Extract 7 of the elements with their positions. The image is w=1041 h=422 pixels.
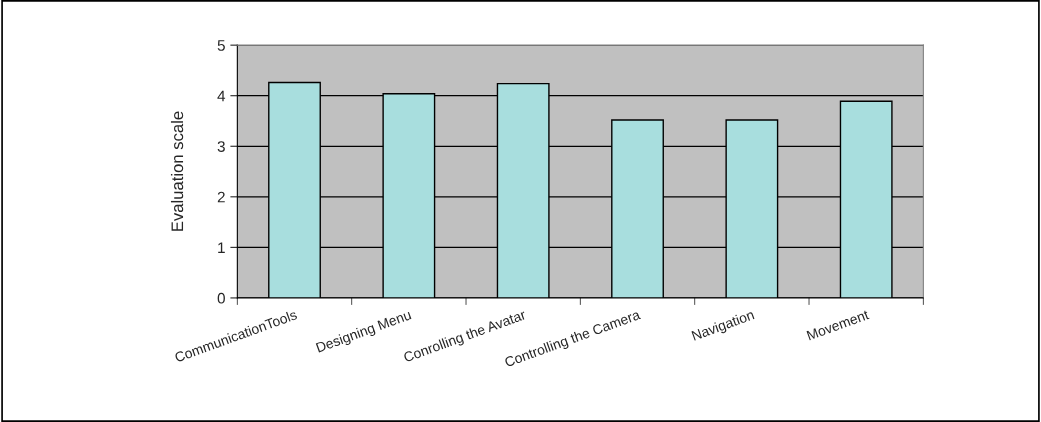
y-tick-label: 3 [217,141,225,152]
y-tick-label: 1 [218,242,225,253]
y-tick-label: 2 [217,191,225,203]
y-tick-label: 4 [217,90,226,102]
y-tick-label: 5 [217,40,225,51]
y-tick-label: 0 [217,292,225,304]
y-axis-title: Evaluation scale [170,111,184,231]
